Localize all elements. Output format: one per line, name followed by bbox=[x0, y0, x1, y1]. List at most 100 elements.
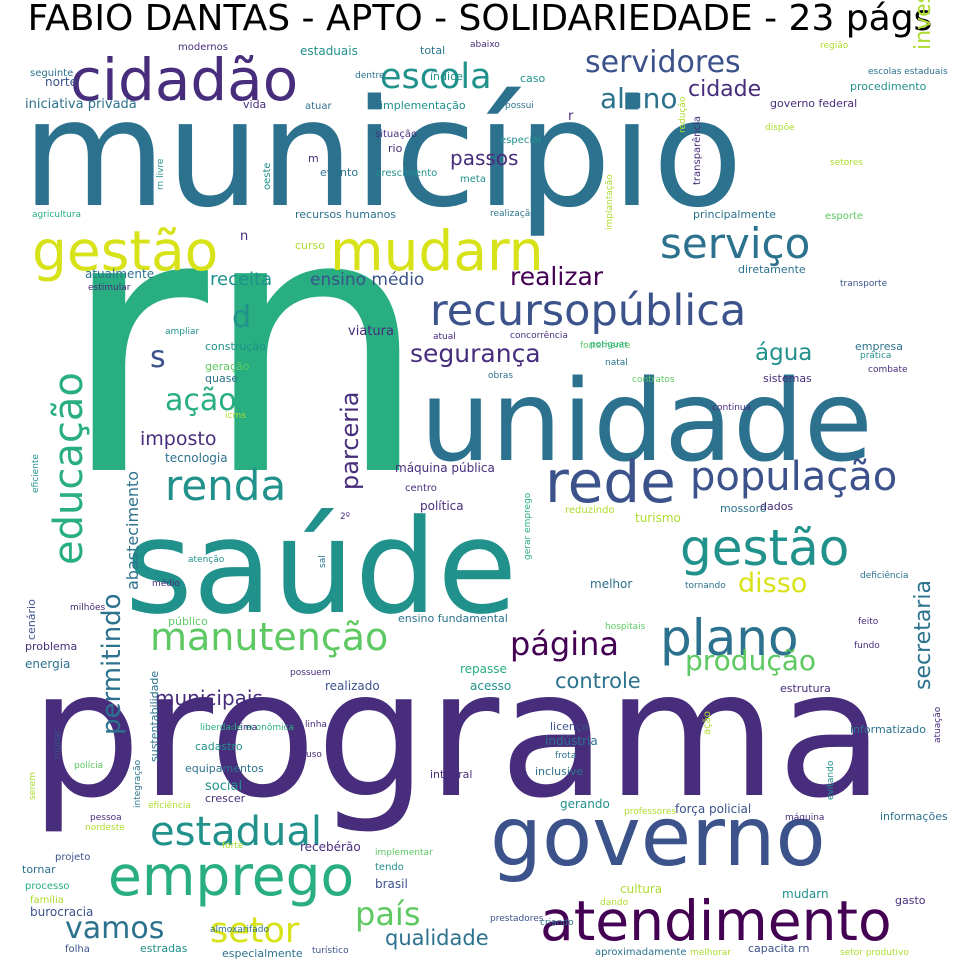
word-rio: rio bbox=[388, 142, 403, 155]
word-concorrencia: concorrência bbox=[510, 330, 568, 341]
word-implementacao: implementação bbox=[380, 99, 466, 112]
word-investimento: investimento bbox=[911, 0, 936, 50]
word-eficiente: eficiente bbox=[31, 454, 41, 493]
word-hospitais: hospitais bbox=[605, 622, 646, 632]
word-possui: possui bbox=[505, 101, 534, 111]
word-n: n bbox=[240, 229, 248, 244]
word-reduzindo: reduzindo bbox=[565, 505, 615, 516]
word-norte: norte bbox=[45, 75, 77, 89]
word-indice: índice bbox=[430, 70, 463, 83]
word-atuar: atuar bbox=[305, 101, 333, 112]
word-cultura: cultura bbox=[620, 882, 662, 896]
word-producao: produção bbox=[685, 644, 816, 677]
word-controle: controle bbox=[555, 669, 641, 693]
word-gestao: gestão bbox=[32, 219, 218, 283]
word-crescimento: crescimento bbox=[376, 168, 437, 179]
word-centro: centro bbox=[405, 483, 437, 494]
word-abaixo: abaixo bbox=[470, 40, 500, 50]
word-rn: rn bbox=[60, 136, 430, 555]
word-acima: acima bbox=[230, 723, 257, 733]
word-almoxarifado: almoxarifado bbox=[210, 925, 269, 935]
word-mossoro: mossoró bbox=[720, 502, 767, 515]
word-total: total bbox=[420, 44, 445, 57]
word-passos: passos bbox=[450, 146, 518, 170]
word-realizacao: realização bbox=[490, 209, 536, 219]
word-social: social bbox=[205, 779, 242, 794]
word-2: 2º bbox=[340, 512, 350, 522]
word-mudarn: mudarn bbox=[782, 887, 829, 901]
word-linha: linha bbox=[305, 720, 327, 730]
word-criando: criando bbox=[540, 918, 574, 928]
word-saude: saúde bbox=[125, 491, 517, 643]
word-professores: professores bbox=[624, 807, 676, 817]
word-populacao: população bbox=[690, 454, 897, 500]
word-municipio: município bbox=[22, 68, 743, 240]
word-plano: plano bbox=[660, 609, 799, 667]
word-aproximadamente: aproximadamente bbox=[595, 947, 687, 958]
word-informatizado: informatizado bbox=[850, 723, 926, 736]
word-modernos: modernos bbox=[178, 42, 228, 53]
word-mudar: mudar bbox=[53, 729, 63, 759]
word-unidade: unidade bbox=[420, 357, 873, 487]
word-secretaria: secretaria bbox=[911, 580, 936, 690]
word-renda: renda bbox=[165, 461, 286, 510]
word-imposto: imposto bbox=[140, 428, 216, 450]
word-cidade: cidade bbox=[688, 77, 761, 102]
word-tecnologia: tecnologia bbox=[165, 451, 228, 465]
word-serem: serem bbox=[28, 772, 38, 800]
word-tornar: tornar bbox=[22, 863, 56, 876]
word-sal: sal bbox=[318, 555, 328, 568]
word-prestadores: prestadores bbox=[490, 914, 544, 924]
word-abastecimento: abastecimento bbox=[123, 471, 142, 590]
word-maquina: máquina bbox=[785, 813, 824, 823]
word-meta: meta bbox=[460, 174, 486, 185]
word-frota: frota bbox=[555, 751, 576, 761]
word-fundo: fundo bbox=[854, 641, 880, 651]
word-sistemas: sistemas bbox=[763, 372, 812, 385]
word-quase: quase bbox=[205, 372, 238, 385]
word-permitindo: permitindo bbox=[97, 593, 127, 735]
word-r: r bbox=[568, 109, 574, 124]
word-implementar: implementar bbox=[375, 848, 433, 858]
word-publico: público bbox=[168, 615, 208, 628]
word-politica: política bbox=[420, 499, 464, 513]
word-estrutura: estrutura bbox=[780, 682, 831, 695]
word-emprego: emprego bbox=[108, 844, 354, 908]
word-capacita-rn: capacita rn bbox=[748, 942, 809, 955]
word-forca-policial: força policial bbox=[675, 802, 751, 816]
word-escolas-estaduais: escolas estaduais bbox=[868, 67, 948, 77]
word-medio: médio bbox=[152, 578, 181, 589]
word-melhorar: melhorar bbox=[690, 948, 731, 958]
word-possuem: possuem bbox=[290, 668, 331, 678]
word-uso: uso bbox=[306, 750, 322, 760]
word-burocracia: burocracia bbox=[30, 905, 93, 919]
word-maquina-publica: máquina pública bbox=[395, 461, 495, 475]
word-turistico: turístico bbox=[312, 946, 349, 956]
word-caso: caso bbox=[520, 72, 546, 85]
word-continua: continua bbox=[712, 403, 751, 413]
word-qualidade: qualidade bbox=[385, 926, 489, 950]
word-principalmente: principalmente bbox=[693, 208, 776, 221]
word-governo: governo bbox=[490, 790, 826, 885]
word-dados: dados bbox=[760, 500, 793, 513]
word-aluno: aluno bbox=[600, 82, 678, 115]
word-setores: setores bbox=[830, 158, 863, 168]
word-atual: atual bbox=[433, 332, 456, 342]
word-oeste: oeste bbox=[262, 162, 273, 190]
word-manutencao: manutenção bbox=[150, 615, 388, 659]
word-empresa: empresa bbox=[855, 340, 903, 353]
word-seguranca: segurança bbox=[410, 339, 541, 368]
word-potiguar: potiguar bbox=[590, 340, 628, 350]
word-rede: rede bbox=[545, 448, 676, 516]
word-pais: país bbox=[355, 895, 420, 933]
word-natal: natal bbox=[605, 358, 628, 368]
word-sustentabilidade: sustentabilidade bbox=[148, 671, 161, 762]
word-setor: setor bbox=[210, 911, 300, 951]
word-pratica: prática bbox=[860, 351, 891, 361]
word-equipamentos: equipamentos bbox=[185, 762, 264, 775]
word-policia: polícia bbox=[74, 761, 103, 771]
word-ampliar: ampliar bbox=[165, 327, 200, 337]
word-gerando: gerando bbox=[560, 797, 610, 811]
word-procedimento: procedimento bbox=[850, 80, 927, 93]
word-brasil: brasil bbox=[375, 877, 408, 891]
